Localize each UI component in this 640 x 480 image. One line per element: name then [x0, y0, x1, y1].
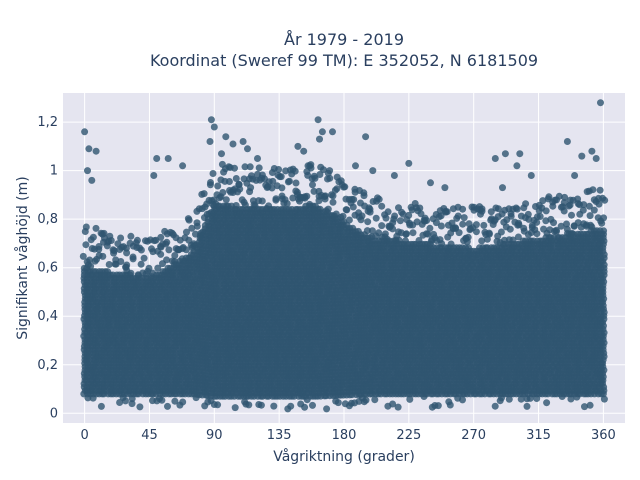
- sparse-point: [103, 242, 111, 250]
- sparse-point: [321, 192, 329, 200]
- sparse-point: [209, 170, 217, 177]
- sparse-point: [82, 223, 90, 231]
- sparse-point: [136, 403, 144, 411]
- sparse-point: [343, 206, 351, 214]
- sparse-point: [157, 233, 165, 241]
- sparse-point: [200, 190, 208, 198]
- sparse-point: [82, 241, 90, 249]
- sparse-point: [117, 234, 125, 242]
- sparse-point: [324, 205, 332, 213]
- sparse-point: [79, 252, 87, 260]
- sparse-point: [99, 252, 107, 260]
- sparse-point: [275, 166, 283, 173]
- chart-title-line-2: Koordinat (Sweref 99 TM): E 352052, N 61…: [150, 51, 538, 70]
- sparse-point: [89, 233, 97, 241]
- sparse-point: [301, 403, 309, 411]
- sparse-point: [164, 402, 171, 410]
- sparse-point: [127, 232, 135, 240]
- sparse-point: [86, 256, 94, 264]
- sparse-point: [129, 255, 137, 263]
- sparse-point: [341, 183, 349, 191]
- sparse-point: [106, 232, 114, 240]
- sparse-point: [231, 164, 238, 172]
- sparse-point: [133, 236, 141, 244]
- sparse-point: [140, 254, 148, 262]
- sparse-point: [122, 397, 129, 405]
- sparse-point: [257, 401, 265, 409]
- chart-title-line-1: År 1979 - 2019: [284, 30, 404, 49]
- sparse-point: [165, 246, 173, 254]
- sparse-point: [245, 401, 253, 409]
- sparse-point: [219, 189, 227, 196]
- sparse-point: [137, 260, 145, 268]
- sparse-point: [247, 184, 255, 192]
- sparse-point: [123, 261, 131, 269]
- sparse-point: [277, 173, 285, 181]
- sparse-point: [214, 182, 222, 190]
- sparse-point: [157, 250, 165, 258]
- sparse-point: [345, 216, 353, 224]
- sparse-point: [303, 192, 311, 200]
- sparse-point: [163, 256, 171, 264]
- sparse-point: [358, 212, 366, 220]
- sparse-point: [337, 177, 345, 185]
- sparse-point: [258, 171, 266, 179]
- sparse-point: [231, 404, 239, 412]
- sparse-point: [291, 167, 299, 175]
- sparse-point: [95, 243, 103, 250]
- sparse-point: [329, 198, 337, 206]
- sparse-point: [348, 195, 356, 203]
- sparse-point: [117, 258, 125, 265]
- sparse-point: [309, 401, 316, 409]
- sparse-point: [116, 399, 124, 406]
- sparse-point: [137, 246, 145, 254]
- sparse-point: [87, 262, 95, 270]
- sparse-point: [225, 178, 233, 185]
- sparse-point: [309, 181, 316, 189]
- sparse-point: [258, 197, 266, 205]
- sparse-point: [281, 196, 289, 204]
- sparse-point: [92, 224, 100, 232]
- sparse-point: [105, 261, 113, 268]
- sparse-point: [349, 203, 357, 211]
- sparse-point: [123, 249, 131, 257]
- sparse-point: [323, 405, 331, 413]
- sparse-point: [285, 177, 293, 185]
- sparse-point: [179, 398, 187, 406]
- sparse-point: [163, 238, 171, 246]
- sparse-point: [326, 174, 334, 182]
- sparse-point: [255, 164, 263, 172]
- sparse-point: [272, 195, 280, 203]
- sparse-point: [214, 401, 222, 409]
- data-points: [79, 99, 609, 413]
- sparse-point: [292, 179, 300, 187]
- sparse-point: [236, 185, 244, 193]
- sparse-point: [158, 396, 166, 404]
- sparse-point: [128, 400, 136, 408]
- sparse-point: [287, 402, 295, 410]
- sparse-point: [278, 184, 286, 192]
- sparse-point: [97, 402, 105, 410]
- sparse-point: [246, 163, 254, 171]
- sparse-point: [110, 247, 118, 255]
- sparse-point: [128, 395, 136, 403]
- sparse-point: [334, 399, 342, 407]
- sparse-point: [339, 212, 347, 220]
- sparse-point: [193, 219, 201, 227]
- sparse-point: [185, 216, 193, 224]
- sparse-point: [207, 179, 214, 186]
- sparse-point: [270, 402, 278, 410]
- sparse-point: [222, 196, 230, 204]
